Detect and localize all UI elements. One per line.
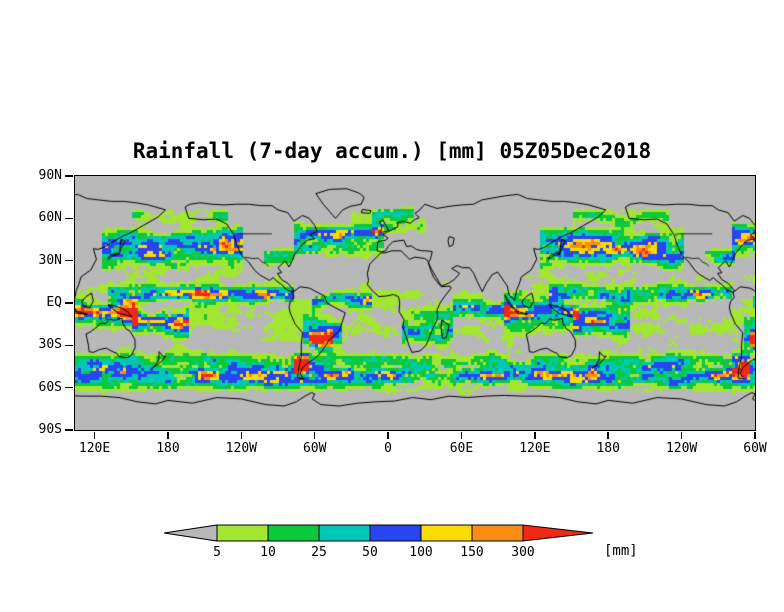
map-frame (73, 174, 756, 431)
world-rainfall-map-canvas (74, 175, 755, 430)
y-tick-label: 60N (38, 210, 62, 226)
x-tick-label: 120W (665, 441, 698, 456)
y-tick-mark (65, 344, 73, 347)
colorbar-segment (471, 524, 524, 542)
colorbar-segment (267, 524, 320, 542)
x-tick-mark (460, 432, 463, 439)
x-tick-label: 180 (596, 441, 620, 456)
colorbar-level-label: 10 (260, 545, 276, 560)
colorbar-level-label: 25 (311, 545, 327, 560)
colorbar-level-label: 100 (409, 545, 433, 560)
y-tick-mark (65, 259, 73, 262)
x-tick-mark (93, 432, 96, 439)
x-tick-mark (680, 432, 683, 439)
colorbar-level-label: 50 (362, 545, 378, 560)
x-tick-label: 60E (449, 441, 474, 456)
colorbar-segment (420, 524, 473, 542)
y-tick-mark (65, 217, 73, 220)
y-tick-label: EQ (46, 295, 62, 310)
x-tick-mark (240, 432, 243, 439)
x-tick-label: 0 (384, 441, 392, 456)
rainfall-colorbar (163, 524, 594, 542)
y-tick-label: 30S (38, 337, 62, 353)
x-tick-mark (534, 432, 536, 439)
x-tick-label: 60W (302, 441, 327, 456)
y-tick-label: 60S (38, 379, 62, 395)
y-tick-mark (65, 175, 73, 177)
x-tick-label: 60W (743, 441, 767, 456)
x-tick-mark (167, 432, 169, 439)
x-tick-label: 120W (225, 441, 257, 456)
x-tick-label: 120E (519, 441, 551, 456)
x-tick-label: 120E (78, 441, 111, 456)
y-tick-label: 30N (38, 252, 62, 268)
colorbar-arrow-above-max (522, 524, 594, 542)
y-tick-label: 90N (38, 168, 62, 183)
colorbar-units-label: [mm] (604, 543, 638, 559)
colorbar-arrow-below-min (163, 524, 218, 542)
x-tick-mark (313, 432, 316, 439)
colorbar-level-label: 150 (460, 545, 484, 560)
x-tick-label: 180 (156, 441, 180, 456)
y-tick-label: 90S (38, 422, 62, 437)
y-tick-mark (65, 386, 73, 389)
colorbar-level-label: 5 (213, 545, 221, 560)
colorbar-segment (318, 524, 371, 542)
plot-title: Rainfall (7-day accum.) [mm] 05Z05Dec201… (132, 139, 652, 163)
colorbar-segment (216, 524, 269, 542)
x-tick-mark (387, 432, 389, 439)
colorbar-segment (369, 524, 422, 542)
y-tick-mark (65, 302, 73, 304)
y-tick-mark (65, 429, 73, 431)
x-tick-mark (754, 432, 756, 439)
x-tick-mark (607, 432, 609, 439)
colorbar-level-label: 300 (511, 545, 535, 560)
